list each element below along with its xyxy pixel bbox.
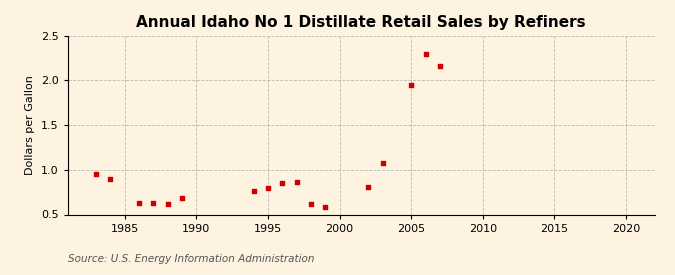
Point bbox=[248, 189, 259, 194]
Point bbox=[134, 201, 144, 205]
Point bbox=[263, 185, 273, 190]
Point bbox=[306, 202, 317, 206]
Point bbox=[177, 195, 188, 200]
Point bbox=[377, 160, 388, 165]
Point bbox=[292, 180, 302, 185]
Point bbox=[90, 172, 101, 177]
Point bbox=[435, 64, 446, 68]
Point bbox=[320, 205, 331, 210]
Y-axis label: Dollars per Gallon: Dollars per Gallon bbox=[25, 75, 35, 175]
Title: Annual Idaho No 1 Distillate Retail Sales by Refiners: Annual Idaho No 1 Distillate Retail Sale… bbox=[136, 15, 586, 31]
Point bbox=[363, 185, 374, 189]
Point bbox=[277, 181, 288, 185]
Point bbox=[105, 177, 116, 181]
Point bbox=[420, 51, 431, 56]
Point bbox=[163, 202, 173, 206]
Point bbox=[148, 201, 159, 205]
Point bbox=[406, 83, 416, 87]
Text: Source: U.S. Energy Information Administration: Source: U.S. Energy Information Administ… bbox=[68, 254, 314, 264]
